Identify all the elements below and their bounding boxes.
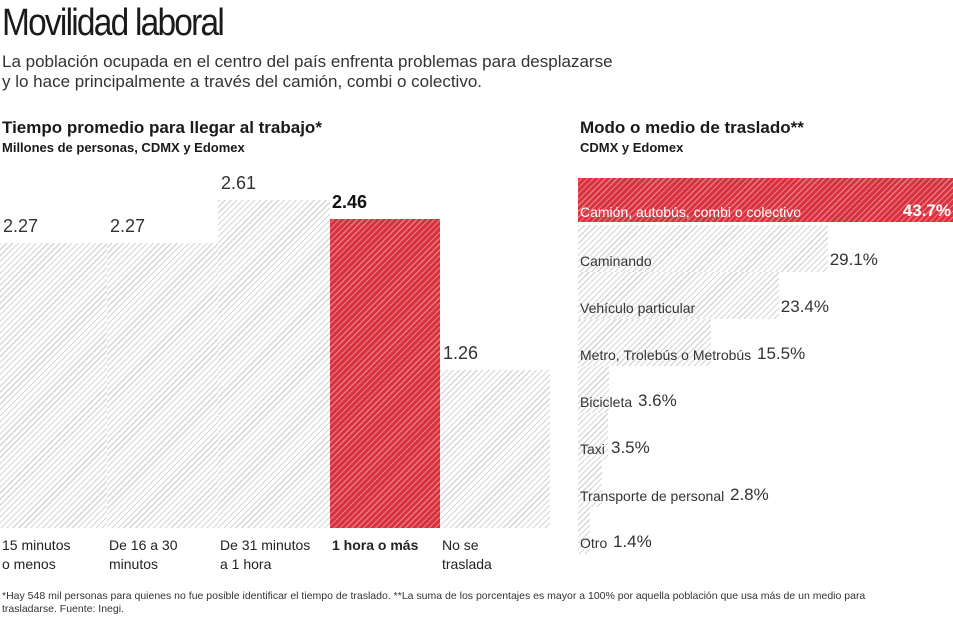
category-label-line: minutos <box>109 556 159 572</box>
value-label: 15.5% <box>757 344 806 363</box>
category-label: Vehículo particular <box>580 300 696 316</box>
bar-row: Taxi 3.5% <box>578 413 953 460</box>
value-label: 2.27 <box>3 215 39 236</box>
bar-row: Camión, autobús, combi o colectivo 43.7% <box>578 178 953 225</box>
bar-1 <box>107 242 218 528</box>
bar-6 <box>578 460 603 507</box>
value-label: 29.1% <box>829 250 878 269</box>
left-chart-subtitle: Millones de personas, CDMX y Edomex <box>2 140 245 155</box>
left-chart-title: Tiempo promedio para llegar al trabajo* <box>2 118 322 137</box>
bar-4 <box>440 369 550 528</box>
bar-5 <box>578 413 609 460</box>
category-label-line: De 16 a 30 <box>109 537 178 553</box>
subtitle-line: y lo hace principalmente a través del ca… <box>2 72 483 91</box>
category-label: Bicicleta <box>580 394 633 410</box>
category-label-line: 1 hora o más <box>332 537 419 553</box>
value-label: 3.6% <box>638 391 677 410</box>
bar-row: Vehículo particular 23.4% <box>578 272 953 319</box>
bar-7 <box>578 507 590 554</box>
value-label: 1.4% <box>613 532 652 551</box>
category-label-line: a 1 hora <box>220 556 272 572</box>
category-label: De 31 minutos a 1 hora <box>220 536 310 574</box>
category-label: Otro <box>580 535 608 551</box>
subtitle-line: La población ocupada en el centro del pa… <box>2 52 613 71</box>
bar-row: Otro 1.4% <box>578 507 953 554</box>
value-label: 23.4% <box>780 297 829 316</box>
category-label: Camión, autobús, combi o colectivo <box>580 204 801 220</box>
bar-3 <box>330 218 440 528</box>
value-label: 2.8% <box>730 485 769 504</box>
bar-row: Metro, Trolebús o Metrobús 15.5% <box>578 319 953 366</box>
bar-row: Caminando 29.1% <box>578 225 953 272</box>
page-title: Movilidad laboral <box>2 2 225 44</box>
right-chart-title: Modo o medio de traslado** <box>580 118 804 137</box>
value-label: 43.7% <box>902 201 951 220</box>
bar-0 <box>0 242 107 528</box>
category-label: Taxi <box>580 441 605 457</box>
bar-3 <box>578 319 711 366</box>
bar-1 <box>578 225 828 272</box>
category-label: Metro, Trolebús o Metrobús <box>580 347 752 363</box>
bar-2 <box>218 200 330 528</box>
value-label: 1.26 <box>443 342 479 363</box>
value-label: 3.5% <box>611 438 650 457</box>
value-label: 2.61 <box>221 173 257 193</box>
subtitle: La población ocupada en el centro del pa… <box>2 52 613 92</box>
right-chart-subtitle: CDMX y Edomex <box>580 140 684 155</box>
category-label-line: No se <box>442 537 479 553</box>
bar-4 <box>578 366 609 413</box>
category-label: Caminando <box>580 253 652 269</box>
footnote: *Hay 548 mil personas para quienes no fu… <box>2 590 866 615</box>
value-label: 2.46 <box>332 191 368 212</box>
bar-2 <box>578 272 779 319</box>
bar-row: Bicicleta 3.6% <box>578 366 953 413</box>
bar-0 <box>578 178 953 222</box>
category-label-line: traslada <box>442 556 492 572</box>
category-label-line: o menos <box>2 556 56 572</box>
bar-row: Transporte de personal 2.8% <box>578 460 953 507</box>
category-label: 1 hora o más <box>332 536 418 555</box>
category-label: No se traslada <box>442 536 492 574</box>
category-label: 15 minutos o menos <box>2 536 70 574</box>
category-label-line: 15 minutos <box>2 537 71 553</box>
category-label: De 16 a 30 minutos <box>109 536 178 574</box>
category-label: Transporte de personal <box>580 488 725 504</box>
category-label-line: De 31 minutos <box>220 537 311 553</box>
value-label: 2.27 <box>110 215 146 236</box>
